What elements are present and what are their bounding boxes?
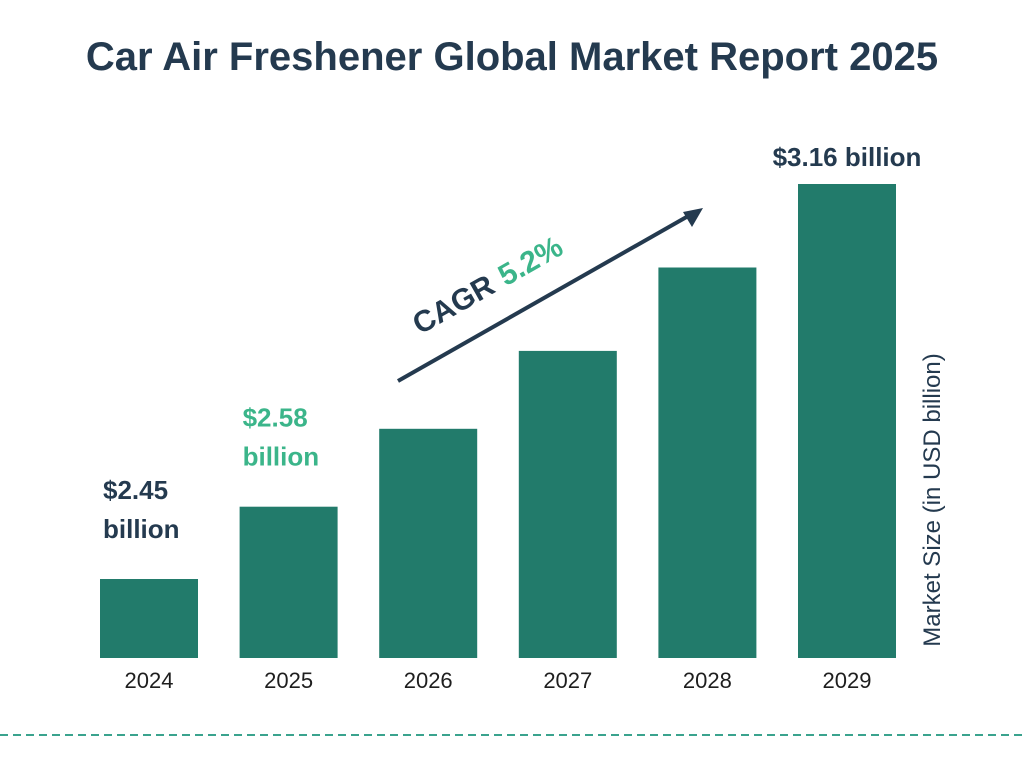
chart-title: Car Air Freshener Global Market Report 2…	[86, 35, 938, 79]
y-axis-label: Market Size (in USD billion)	[919, 353, 946, 646]
x-tick-2027: 2027	[543, 668, 592, 693]
value-label-2025-line-1: $2.58	[243, 403, 308, 433]
x-tick-2026: 2026	[404, 668, 453, 693]
value-label-2025-line-2: billion	[243, 442, 320, 472]
bar-2028	[658, 267, 757, 658]
value-label-2024-line-1: $2.45	[103, 475, 168, 505]
bars-group	[100, 184, 896, 658]
bar-2024	[100, 579, 198, 658]
value-label-2029-line-1: $3.16 billion	[773, 142, 922, 172]
x-tick-2029: 2029	[823, 668, 872, 693]
value-labels: $2.45 billion $2.58 billion $3.16 billion	[103, 142, 921, 544]
cagr-arrow-line	[397, 213, 691, 383]
bar-2029	[798, 184, 896, 658]
cagr-text: CAGR5.2%	[407, 230, 568, 341]
x-tick-2028: 2028	[683, 668, 732, 693]
x-tick-2025: 2025	[264, 668, 313, 693]
bar-2026	[379, 428, 478, 658]
x-tick-labels: 2024 2025 2026 2027 2028 2029	[125, 668, 872, 693]
x-tick-2024: 2024	[125, 668, 174, 693]
cagr-arrow-head	[683, 208, 703, 227]
value-label-2024-line-2: billion	[103, 514, 180, 544]
bar-2025	[239, 506, 338, 658]
bar-2027	[518, 350, 617, 658]
cagr-value: 5.2%	[493, 230, 569, 292]
